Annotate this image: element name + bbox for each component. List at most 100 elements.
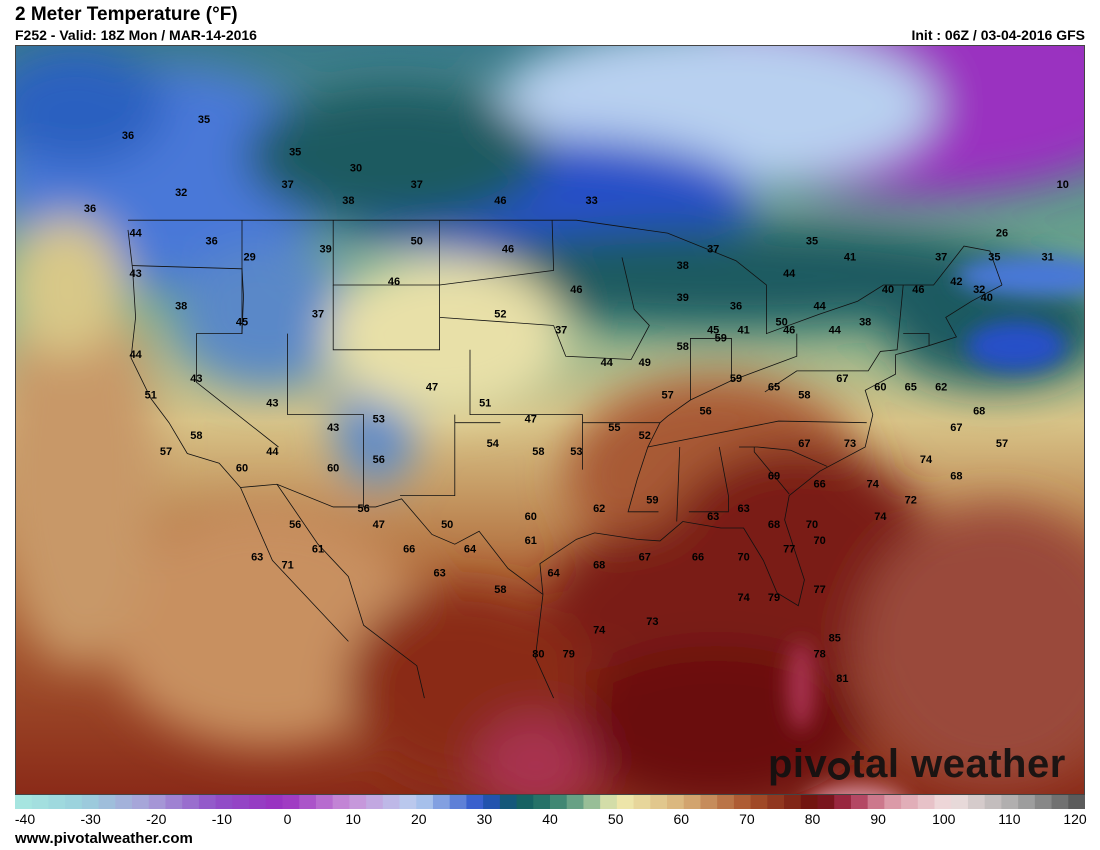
colorbar-swatch [566, 795, 584, 809]
temperature-label: 81 [836, 673, 848, 685]
colorbar-swatch [600, 795, 618, 809]
temperature-label: 39 [319, 244, 331, 256]
boundary-line [739, 446, 828, 467]
colorbar-tick-label: 80 [804, 811, 821, 827]
colorbar-tick-label: 40 [542, 811, 558, 827]
boundary-line [647, 420, 867, 448]
colorbar-swatch [700, 795, 718, 809]
temperature-label: 64 [464, 543, 477, 555]
colorbar-swatch [399, 795, 417, 809]
temperature-label: 37 [411, 179, 423, 191]
temperature-label: 57 [160, 446, 172, 458]
colorbar-swatch [516, 795, 534, 809]
temperature-label: 73 [646, 616, 658, 628]
temperature-label: 73 [844, 438, 856, 450]
brand-text-end: tal weather [851, 742, 1066, 786]
temperature-label: 66 [692, 551, 704, 563]
temperature-label: 38 [677, 260, 689, 272]
colorbar-swatch [767, 795, 785, 809]
map-header: 2 Meter Temperature (°F) F252 - Valid: 1… [0, 0, 1100, 46]
colorbar-swatch [533, 795, 551, 809]
colorbar-tick-label: 50 [607, 811, 624, 827]
temperature-label: 46 [502, 244, 514, 256]
colorbar-swatch [48, 795, 66, 809]
boundary-line [469, 349, 583, 470]
temperature-label: 74 [874, 511, 887, 523]
colorbar-swatch [382, 795, 401, 809]
temperature-label: 46 [912, 284, 924, 296]
boundary-line [553, 257, 650, 360]
temperature-label: 44 [813, 300, 826, 312]
colorbar-tick-label: 10 [345, 811, 361, 827]
temperature-label: 57 [996, 438, 1008, 450]
temperature-label: 56 [289, 519, 301, 531]
temperature-label: 61 [312, 543, 324, 555]
temperature-label: 36 [205, 236, 217, 248]
boundary-line [764, 284, 904, 393]
colorbar-swatch [198, 795, 217, 809]
temperature-label: 66 [403, 543, 415, 555]
temperature-label: 67 [798, 438, 810, 450]
temperature-label: 37 [555, 325, 567, 337]
colorbar-swatch [884, 795, 902, 809]
temperature-label: 74 [920, 454, 933, 466]
temperature-label: 39 [677, 292, 689, 304]
temperature-label: 50 [411, 236, 423, 248]
temperature-label: 47 [373, 519, 385, 531]
colorbar-swatch [650, 795, 668, 809]
colorbar-swatch [583, 795, 601, 809]
temperature-label: 85 [829, 632, 841, 644]
temperature-label: 59 [730, 373, 742, 385]
temperature-label: 68 [973, 406, 985, 418]
temperature-label: 38 [175, 300, 187, 312]
colorbar-swatch [633, 795, 651, 809]
temperature-label: 44 [829, 325, 842, 337]
temperature-label: 43 [190, 373, 202, 385]
colorbar-tick-label: 70 [739, 811, 755, 827]
temperature-label: 58 [677, 341, 689, 353]
colorbar-tick-label: -20 [146, 811, 167, 827]
footer-url: www.pivotalweather.com [15, 830, 193, 847]
colorbar-swatch [15, 795, 33, 809]
colorbar-swatch [416, 795, 434, 809]
temperature-label: 29 [243, 252, 255, 264]
temperature-label: 74 [867, 479, 880, 491]
temperature-label: 43 [266, 398, 278, 410]
colorbar-swatch [65, 795, 83, 809]
temperature-label: 77 [783, 543, 795, 555]
temperature-label: 70 [737, 551, 749, 563]
temperature-label: 43 [327, 422, 339, 434]
temperature-label: 52 [494, 308, 506, 320]
boundary-line [534, 594, 554, 699]
colorbar-swatch [683, 795, 701, 809]
temperature-label: 42 [950, 276, 962, 288]
colorbar-swatch [984, 795, 1002, 809]
temperature-label: 56 [373, 454, 385, 466]
political-boundaries [127, 219, 1003, 699]
colorbar-swatch [332, 795, 350, 809]
colorbar-swatch [550, 795, 568, 809]
field-details [787, 256, 1084, 794]
temperature-label: 32 [175, 187, 187, 199]
colorbar-tick-label: 60 [673, 811, 690, 827]
temperature-label: 65 [905, 381, 917, 393]
temperature-label: 60 [525, 511, 537, 523]
colorbar-tick-label: 20 [410, 811, 427, 827]
boundary-line [132, 265, 244, 334]
colorbar-swatch [182, 795, 200, 809]
colorbar-swatch [466, 795, 484, 809]
colorbar-swatch [98, 795, 116, 809]
colorbar-swatch [1018, 795, 1036, 809]
temperature-label: 62 [935, 381, 947, 393]
temperature-label: 35 [198, 114, 210, 126]
colorbar-swatch [951, 795, 969, 809]
temperature-label: 44 [783, 268, 796, 280]
colorbar-tick-label: 90 [870, 811, 886, 827]
colorbar-tick-label: 100 [932, 811, 956, 827]
temperature-label: 40 [981, 292, 993, 304]
colorbar-swatch [784, 795, 802, 809]
temperature-label: 66 [813, 479, 825, 491]
temperature-label: 59 [715, 333, 727, 345]
